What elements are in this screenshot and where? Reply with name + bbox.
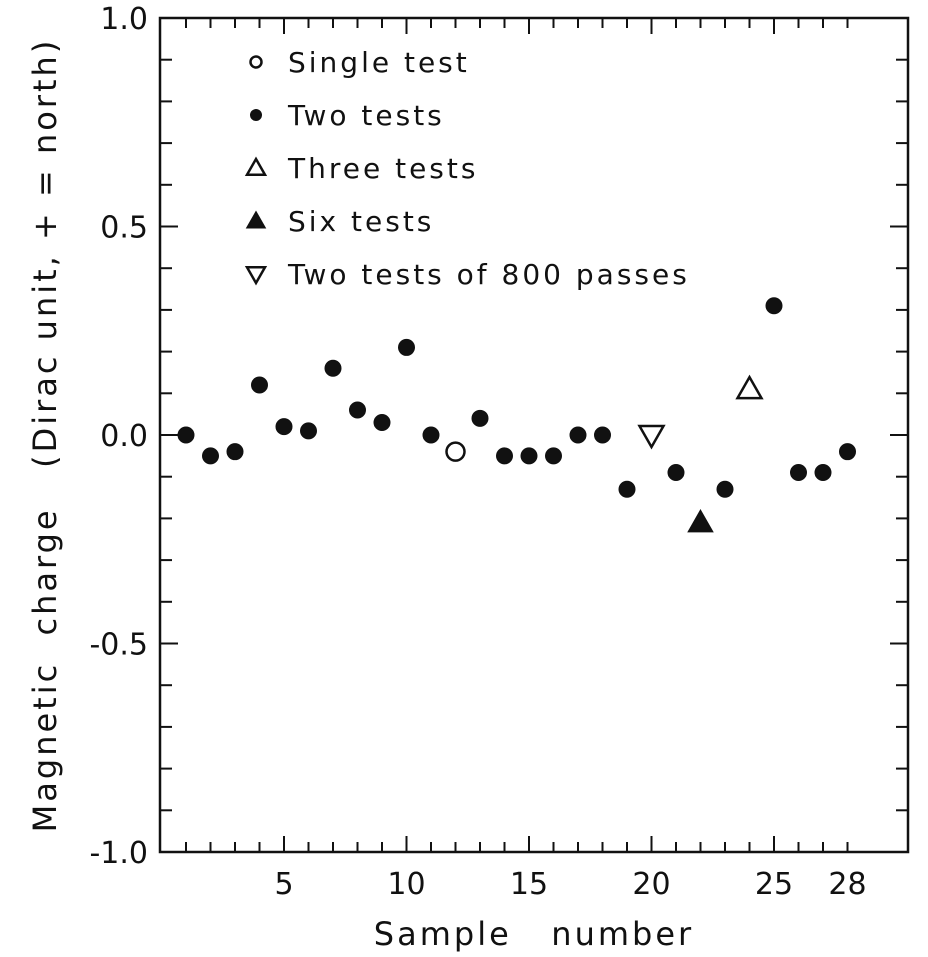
legend-marker (249, 55, 263, 69)
x-tick-label: 5 (274, 867, 293, 902)
x-tick-label: 15 (510, 867, 548, 902)
legend-label: Three tests (287, 152, 478, 185)
data-point (177, 426, 195, 444)
y-tick-label: -0.5 (89, 628, 148, 663)
legend: Single test Two tests Three tests Six tests… (244, 46, 690, 291)
data-point (471, 409, 489, 427)
data-point (251, 376, 268, 394)
x-tick-label: 28 (828, 867, 866, 902)
data-point (300, 422, 317, 440)
legend-label: Six tests (288, 205, 434, 238)
data-point (275, 418, 293, 436)
legend-label: Two tests of 800 passes (287, 258, 690, 291)
data-point (765, 297, 783, 315)
y-tick-label: 0.5 (100, 211, 148, 246)
data-point (716, 480, 734, 498)
tick-labels: 5 10 15 20 25 28 1.0 0.5 0.0 -0.5 -1.0 (89, 2, 866, 902)
x-tick-label: 20 (632, 867, 670, 902)
legend-label: Single test (288, 46, 470, 79)
data-point (324, 359, 342, 377)
legend-marker (250, 109, 262, 121)
data-point (839, 443, 856, 461)
legend-marker (245, 210, 267, 229)
data-point (398, 338, 415, 356)
data-point (349, 401, 366, 419)
legend-marker (244, 266, 268, 286)
x-axis-title: Sample number (374, 915, 694, 953)
data-point (618, 480, 636, 498)
data-points (177, 297, 856, 533)
data-point (594, 426, 611, 444)
data-point (790, 464, 807, 482)
legend-marker (244, 156, 268, 176)
legend-label: Two tests (287, 99, 445, 132)
data-point (422, 426, 440, 444)
data-point (637, 424, 666, 450)
y-tick-label: 1.0 (100, 2, 148, 37)
data-point (735, 374, 764, 400)
y-axis-title: Magnetic charge (Dirac unit, + = north) (26, 38, 64, 833)
axis-ticks (159, 17, 908, 853)
data-point (545, 447, 562, 465)
data-point (814, 464, 832, 482)
data-point (520, 447, 538, 465)
data-point (667, 464, 685, 482)
data-point (569, 426, 587, 444)
plot-frame (158, 16, 910, 854)
x-tick-label: 10 (387, 867, 425, 902)
data-point (445, 441, 466, 462)
x-tick-label: 25 (755, 867, 793, 902)
y-tick-label: 0.0 (100, 419, 148, 454)
data-point (687, 509, 714, 533)
data-point (373, 413, 391, 431)
data-point (202, 447, 219, 465)
y-tick-label: -1.0 (89, 836, 148, 871)
data-point (496, 447, 513, 465)
data-point (226, 443, 244, 461)
